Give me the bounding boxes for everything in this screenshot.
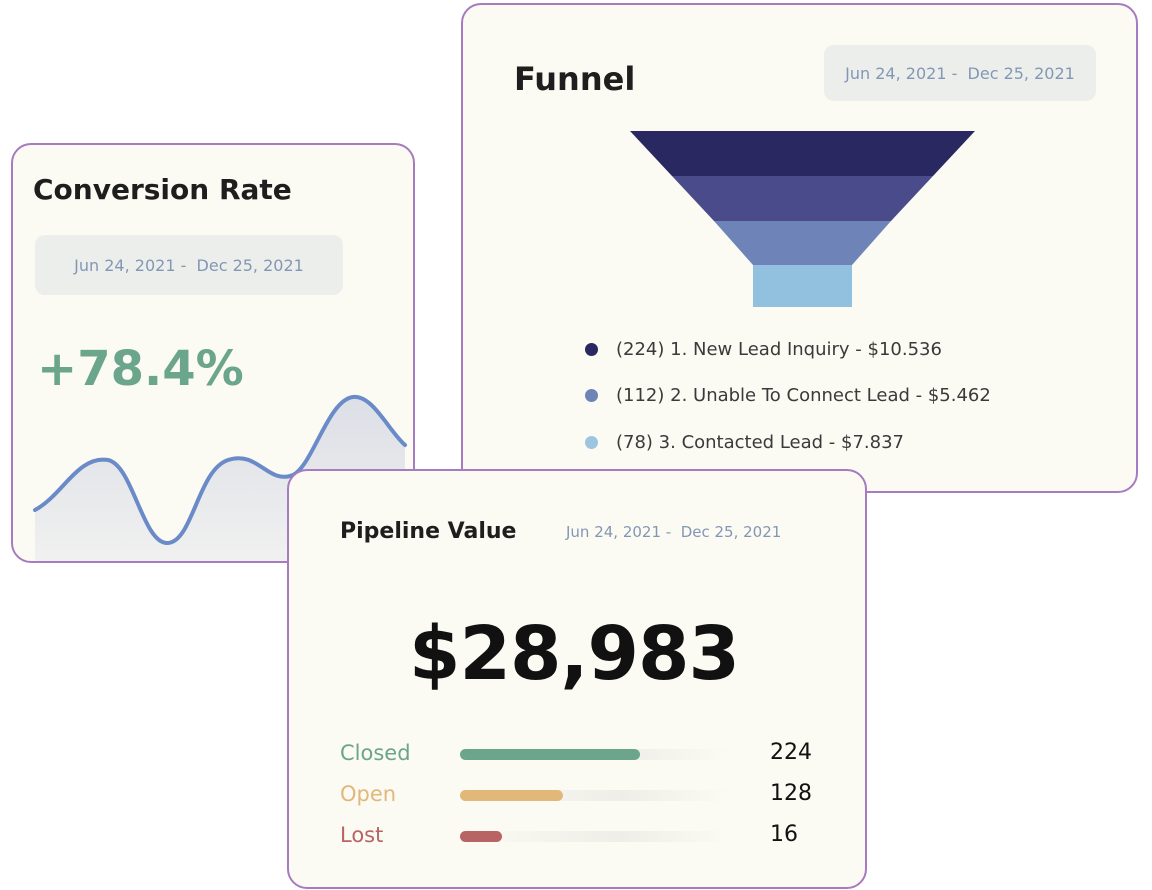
row-track (460, 790, 730, 801)
funnel-band-2 (672, 176, 933, 221)
funnel-date-range[interactable]: Jun 24, 2021 - Dec 25, 2021 (824, 45, 1096, 101)
conversion-rate-title: Conversion Rate (33, 173, 292, 206)
funnel-band-3 (714, 221, 891, 265)
row-track (460, 749, 730, 760)
row-label: Closed (340, 741, 411, 765)
row-count: 128 (770, 781, 812, 806)
pipeline-value-card: Pipeline Value Jun 24, 2021 - Dec 25, 20… (287, 469, 867, 889)
funnel-card: Funnel Jun 24, 2021 - Dec 25, 2021 (224)… (461, 3, 1138, 493)
sparkline-line (33, 395, 407, 545)
legend-item: (112) 2. Unable To Connect Lead - $5.462 (585, 383, 1105, 407)
legend-dot (585, 342, 598, 356)
legend-label: (78) 3. Contacted Lead - $7.837 (616, 431, 904, 453)
legend-label: (112) 2. Unable To Connect Lead - $5.462 (616, 384, 991, 406)
legend-item: (78) 3. Contacted Lead - $7.837 (585, 430, 1105, 454)
row-count: 224 (770, 740, 812, 765)
funnel-chart (630, 131, 975, 307)
legend-item: (224) 1. New Lead Inquiry - $10.536 (585, 337, 1105, 361)
legend-dot (585, 435, 598, 449)
row-track (460, 831, 730, 842)
legend-dot (585, 388, 598, 402)
legend-label: (224) 1. New Lead Inquiry - $10.536 (616, 338, 942, 360)
row-label: Open (340, 782, 397, 806)
conversion-date-range[interactable]: Jun 24, 2021 - Dec 25, 2021 (35, 235, 343, 295)
row-bar (460, 749, 640, 760)
pipeline-row-lost: Lost 16 (340, 821, 820, 851)
conversion-rate-value: +78.4% (37, 341, 244, 397)
row-count: 16 (770, 822, 798, 847)
pipeline-amount: $28,983 (408, 611, 740, 697)
pipeline-title: Pipeline Value (340, 519, 517, 544)
pipeline-date-range[interactable]: Jun 24, 2021 - Dec 25, 2021 (566, 523, 782, 541)
funnel-band-1 (630, 131, 975, 176)
funnel-title: Funnel (514, 60, 636, 98)
row-bar (460, 831, 502, 842)
pipeline-row-open: Open 128 (340, 780, 820, 810)
row-label: Lost (340, 823, 384, 847)
pipeline-row-closed: Closed 224 (340, 739, 820, 769)
row-bar (460, 790, 563, 801)
funnel-band-4 (753, 265, 852, 307)
